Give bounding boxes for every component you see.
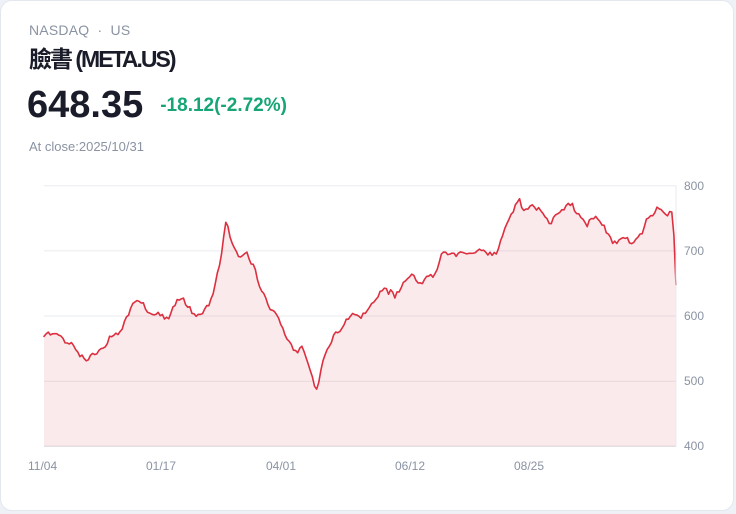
svg-text:700: 700 [684,244,704,258]
svg-text:500: 500 [684,374,704,388]
svg-text:400: 400 [684,439,704,453]
svg-text:01/17: 01/17 [146,459,176,473]
svg-text:04/01: 04/01 [266,459,296,473]
svg-text:06/12: 06/12 [395,459,425,473]
svg-text:08/25: 08/25 [514,459,544,473]
svg-text:800: 800 [684,179,704,193]
svg-text:600: 600 [684,309,704,323]
svg-text:11/04: 11/04 [28,459,57,473]
